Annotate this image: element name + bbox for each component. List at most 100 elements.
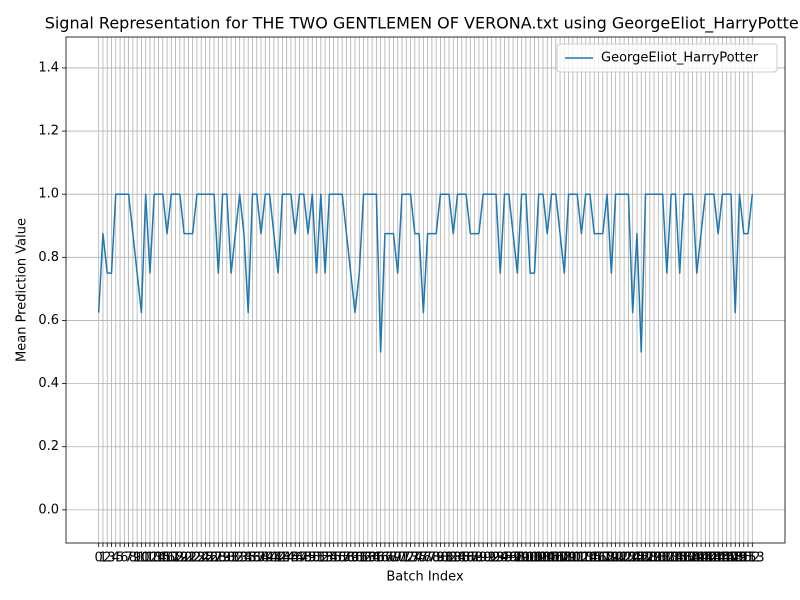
x-tick-label: 111 (560, 551, 585, 566)
x-tick-label: 27 (206, 551, 223, 566)
x-tick-label: 53 (317, 551, 334, 566)
x-tick-label: 141 (689, 551, 714, 566)
x-tick-label: 85 (454, 551, 471, 566)
x-tick-label: 127 (629, 551, 654, 566)
x-tick-label: 94 (492, 551, 509, 566)
x-tick-label: 150 (727, 551, 752, 566)
x-tick-label: 44 (278, 551, 295, 566)
x-tick-label: 45 (283, 551, 300, 566)
x-tick-label: 72 (398, 551, 415, 566)
x-tick-label: 112 (565, 551, 590, 566)
x-tick-label: 11 (137, 551, 154, 566)
x-tick-label: 114 (573, 551, 598, 566)
y-tick-label: 1.0 (38, 187, 59, 202)
x-tick-label: 110 (556, 551, 581, 566)
x-tick-label: 106 (539, 551, 564, 566)
x-tick-label: 91 (479, 551, 496, 566)
x-tick-label: 147 (714, 551, 739, 566)
x-tick-label: 54 (321, 551, 338, 566)
x-tick-label: 16 (159, 551, 176, 566)
x-tick-label: 31 (223, 551, 240, 566)
x-tick-label: 71 (394, 551, 411, 566)
x-tick-label: 18 (167, 551, 184, 566)
chart-title: Signal Representation for THE TWO GENTLE… (45, 14, 800, 34)
x-tick-label: 128 (633, 551, 658, 566)
x-tick-label: 2 (103, 551, 111, 566)
x-tick-label: 144 (701, 551, 726, 566)
x-tick-label: 69 (385, 551, 402, 566)
x-tick-label: 12 (142, 551, 159, 566)
x-tick-label: 101 (518, 551, 543, 566)
y-tick-label: 0.6 (38, 313, 59, 328)
x-tick-label: 62 (355, 551, 372, 566)
x-tick-label: 100 (513, 551, 538, 566)
x-tick-label: 76 (415, 551, 432, 566)
x-axis-label: Batch Index (386, 570, 464, 585)
x-tick-label: 142 (693, 551, 718, 566)
x-tick-label: 143 (697, 551, 722, 566)
x-tick-label: 1 (99, 551, 107, 566)
x-tick-label: 95 (496, 551, 513, 566)
x-tick-label: 66 (372, 551, 389, 566)
x-tick-label: 90 (475, 551, 492, 566)
y-tick-label: 1.2 (38, 124, 59, 139)
x-tick-label: 148 (719, 551, 744, 566)
x-tick-label: 120 (599, 551, 624, 566)
x-tick-label: 136 (667, 551, 692, 566)
x-tick-label: 7 (124, 551, 132, 566)
x-tick-label: 74 (407, 551, 424, 566)
x-tick-label: 139 (680, 551, 705, 566)
x-tick-label: 46 (287, 551, 304, 566)
x-tick-label: 93 (488, 551, 505, 566)
x-tick-label: 36 (244, 551, 261, 566)
x-tick-label: 133 (654, 551, 679, 566)
x-tick-label: 132 (650, 551, 675, 566)
y-tick-label: 0.4 (38, 376, 59, 391)
x-tick-label: 131 (646, 551, 671, 566)
x-tick-label: 83 (445, 551, 462, 566)
x-tick-label: 130 (642, 551, 667, 566)
x-tick-label: 37 (248, 551, 265, 566)
x-tick-label: 151 (731, 551, 756, 566)
x-tick-label: 30 (219, 551, 236, 566)
x-tick-label: 146 (710, 551, 735, 566)
x-tick-label: 104 (531, 551, 556, 566)
x-tick-label: 32 (227, 551, 244, 566)
x-tick-label: 14 (150, 551, 167, 566)
x-tick-label: 48 (295, 551, 312, 566)
x-tick-label: 43 (274, 551, 291, 566)
x-tick-label: 80 (432, 551, 449, 566)
x-tick-label: 98 (509, 551, 526, 566)
x-tick-label: 145 (706, 551, 731, 566)
x-tick-label: 78 (424, 551, 441, 566)
x-tick-label: 108 (548, 551, 573, 566)
x-tick-label: 15 (154, 551, 171, 566)
x-tick-label: 38 (253, 551, 270, 566)
x-tick-label: 21 (180, 551, 197, 566)
x-tick-label: 9 (133, 551, 141, 566)
x-tick-label: 122 (607, 551, 632, 566)
x-tick-label: 96 (501, 551, 518, 566)
x-tick-label: 55 (325, 551, 342, 566)
x-tick-label: 64 (364, 551, 381, 566)
x-tick-label: 109 (552, 551, 577, 566)
x-tick-label: 138 (676, 551, 701, 566)
x-tick-label: 135 (663, 551, 688, 566)
x-tick-label: 52 (313, 551, 330, 566)
x-tick-label: 117 (586, 551, 611, 566)
x-tick-label: 57 (334, 551, 351, 566)
x-tick-label: 102 (522, 551, 547, 566)
legend-label: GeorgeEliot_HarryPotter (601, 51, 759, 66)
data-line (97, 193, 754, 353)
x-tick-label: 107 (543, 551, 568, 566)
x-tick-label: 19 (172, 551, 189, 566)
x-tick-label: 3 (107, 551, 115, 566)
y-tick-label: 0.2 (38, 439, 59, 454)
y-axis-label: Mean Prediction Value (15, 218, 30, 362)
x-tick-label: 49 (300, 551, 317, 566)
x-tick-label: 119 (595, 551, 620, 566)
x-tick-label: 103 (526, 551, 551, 566)
x-tick-label: 22 (184, 551, 201, 566)
x-tick-label: 129 (637, 551, 662, 566)
x-tick-label: 29 (214, 551, 231, 566)
